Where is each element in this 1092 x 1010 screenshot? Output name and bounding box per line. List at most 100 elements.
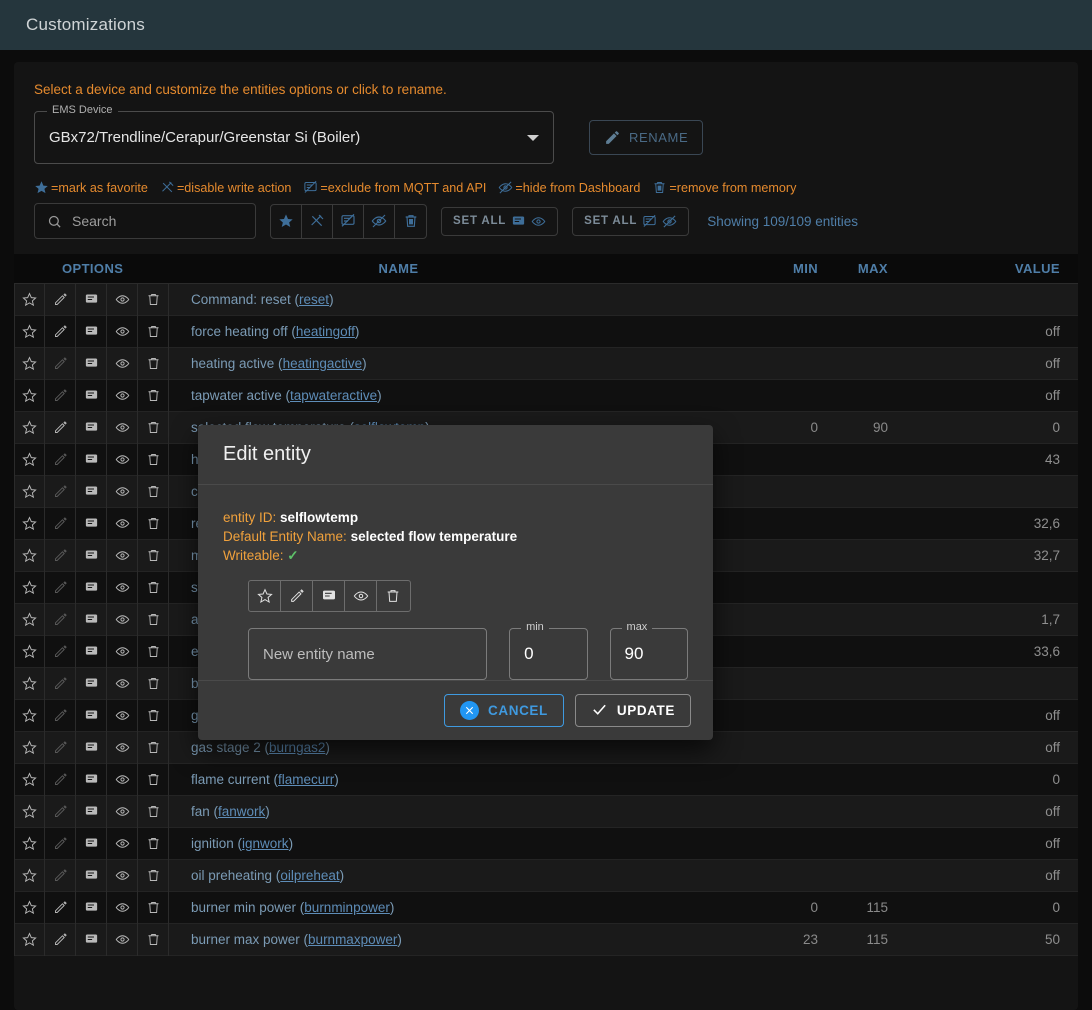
row-pencil-button[interactable]	[45, 571, 76, 604]
remove-memory-button[interactable]	[395, 205, 426, 238]
row-pencil-button[interactable]	[45, 763, 76, 796]
row-star-button[interactable]	[14, 507, 45, 540]
row-trash-button[interactable]	[138, 475, 169, 508]
favorite-button[interactable]	[271, 204, 302, 238]
row-trash-button[interactable]	[138, 347, 169, 380]
update-button[interactable]: UPDATE	[574, 694, 691, 728]
row-star-button[interactable]	[14, 571, 45, 604]
row-eye-button[interactable]	[107, 571, 138, 604]
table-row[interactable]: oil preheating (oilpreheat) off	[14, 859, 1078, 892]
row-eye-button[interactable]	[107, 603, 138, 636]
row-trash-button[interactable]	[138, 315, 169, 348]
row-entity-id-link[interactable]: ignwork	[242, 836, 289, 851]
row-name-cell[interactable]: heating active (heatingactive)	[191, 356, 367, 371]
dialog-visibility-button[interactable]	[345, 581, 377, 612]
row-pencil-button[interactable]	[45, 283, 76, 316]
table-row[interactable]: heating active (heatingactive) off	[14, 347, 1078, 380]
row-star-button[interactable]	[14, 315, 45, 348]
row-pencil-button[interactable]	[45, 315, 76, 348]
row-eye-button[interactable]	[107, 443, 138, 476]
row-comment-button[interactable]	[76, 379, 107, 412]
row-star-button[interactable]	[14, 795, 45, 828]
row-pencil-button[interactable]	[45, 891, 76, 924]
row-star-button[interactable]	[14, 411, 45, 444]
row-eye-button[interactable]	[107, 635, 138, 668]
row-eye-button[interactable]	[107, 923, 138, 956]
cancel-button[interactable]: CANCEL	[444, 694, 564, 728]
row-star-button[interactable]	[14, 731, 45, 764]
row-pencil-button[interactable]	[45, 731, 76, 764]
row-star-button[interactable]	[14, 827, 45, 860]
row-star-button[interactable]	[14, 347, 45, 380]
row-pencil-button[interactable]	[45, 859, 76, 892]
row-name-cell[interactable]: oil preheating (oilpreheat)	[191, 868, 345, 883]
hide-dashboard-button[interactable]	[364, 204, 395, 238]
row-comment-button[interactable]	[76, 443, 107, 476]
row-name-cell[interactable]: burner max power (burnmaxpower)	[191, 932, 402, 947]
row-name-cell[interactable]: tapwater active (tapwateractive)	[191, 388, 382, 403]
row-name-cell[interactable]: burner min power (burnminpower)	[191, 900, 395, 915]
search-input[interactable]: Search	[34, 203, 256, 239]
row-star-button[interactable]	[14, 443, 45, 476]
table-row[interactable]: tapwater active (tapwateractive) off	[14, 379, 1078, 412]
new-entity-name-input[interactable]: New entity name	[248, 628, 488, 681]
row-comment-button[interactable]	[76, 347, 107, 380]
row-entity-id-link[interactable]: oilpreheat	[280, 868, 340, 883]
row-trash-button[interactable]	[138, 763, 169, 796]
table-row[interactable]: Command: reset (reset)	[14, 283, 1078, 316]
row-trash-button[interactable]	[138, 283, 169, 316]
row-eye-button[interactable]	[107, 475, 138, 508]
row-pencil-button[interactable]	[45, 795, 76, 828]
row-comment-button[interactable]	[76, 923, 107, 956]
row-pencil-button[interactable]	[45, 635, 76, 668]
row-trash-button[interactable]	[138, 891, 169, 924]
table-row[interactable]: flame current (flamecurr) 0	[14, 763, 1078, 796]
row-star-button[interactable]	[14, 891, 45, 924]
row-name-cell[interactable]: gas stage 2 (burngas2)	[191, 740, 330, 755]
set-all-hide-button[interactable]: SET ALL	[572, 206, 690, 236]
max-input[interactable]: max 90	[609, 621, 688, 681]
row-trash-button[interactable]	[138, 795, 169, 828]
row-name-cell[interactable]: flame current (flamecurr)	[191, 772, 339, 787]
rename-button[interactable]: RENAME	[589, 120, 704, 155]
row-eye-button[interactable]	[107, 731, 138, 764]
row-comment-button[interactable]	[76, 411, 107, 444]
row-comment-button[interactable]	[76, 283, 107, 316]
table-row[interactable]: burner max power (burnmaxpower) 23 115 50	[14, 923, 1078, 956]
row-entity-id-link[interactable]: heatingoff	[295, 324, 355, 339]
dialog-delete-button[interactable]	[377, 581, 409, 611]
row-name-cell[interactable]: force heating off (heatingoff)	[191, 324, 360, 339]
row-trash-button[interactable]	[138, 443, 169, 476]
row-name-cell[interactable]: Command: reset (reset)	[191, 292, 334, 307]
row-comment-button[interactable]	[76, 507, 107, 540]
row-star-button[interactable]	[14, 667, 45, 700]
row-trash-button[interactable]	[138, 539, 169, 572]
row-eye-button[interactable]	[107, 763, 138, 796]
row-eye-button[interactable]	[107, 699, 138, 732]
row-eye-button[interactable]	[107, 539, 138, 572]
row-trash-button[interactable]	[138, 667, 169, 700]
row-comment-button[interactable]	[76, 539, 107, 572]
row-pencil-button[interactable]	[45, 411, 76, 444]
row-comment-button[interactable]	[76, 731, 107, 764]
row-trash-button[interactable]	[138, 923, 169, 956]
row-star-button[interactable]	[14, 763, 45, 796]
row-comment-button[interactable]	[76, 667, 107, 700]
row-comment-button[interactable]	[76, 603, 107, 636]
row-comment-button[interactable]	[76, 859, 107, 892]
row-pencil-button[interactable]	[45, 475, 76, 508]
set-all-show-button[interactable]: SET ALL	[441, 206, 559, 236]
row-trash-button[interactable]	[138, 507, 169, 540]
row-pencil-button[interactable]	[45, 443, 76, 476]
row-pencil-button[interactable]	[45, 923, 76, 956]
row-entity-id-link[interactable]: flamecurr	[278, 772, 335, 787]
row-eye-button[interactable]	[107, 379, 138, 412]
row-comment-button[interactable]	[76, 827, 107, 860]
row-trash-button[interactable]	[138, 699, 169, 732]
row-entity-id-link[interactable]: tapwateractive	[290, 388, 378, 403]
row-pencil-button[interactable]	[45, 667, 76, 700]
row-eye-button[interactable]	[107, 347, 138, 380]
row-star-button[interactable]	[14, 539, 45, 572]
row-star-button[interactable]	[14, 635, 45, 668]
row-entity-id-link[interactable]: fanwork	[218, 804, 266, 819]
